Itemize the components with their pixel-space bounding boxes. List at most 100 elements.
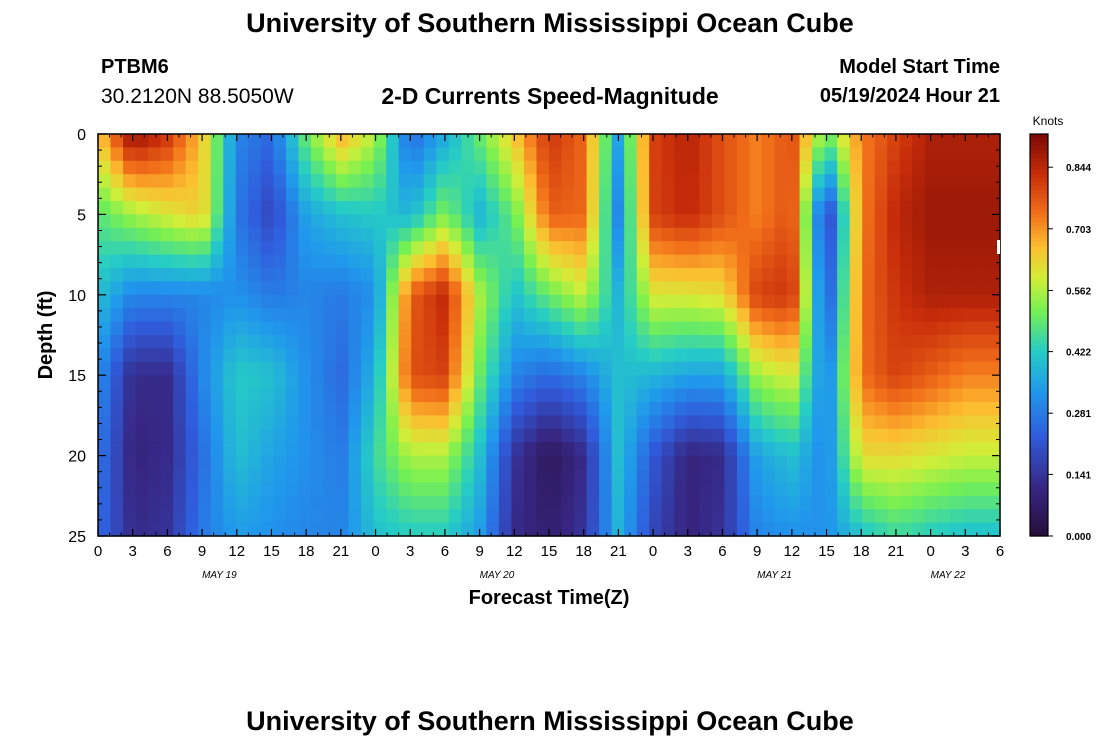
- heatmap-cell: [661, 442, 675, 457]
- heatmap-cell: [185, 308, 199, 323]
- heatmap-cell: [962, 469, 976, 483]
- heatmap-cell: [724, 160, 738, 175]
- heatmap-cell: [599, 160, 613, 175]
- heatmap-cell: [887, 187, 901, 202]
- heatmap-cell: [887, 227, 901, 242]
- heatmap-cell: [799, 495, 813, 510]
- heatmap-cell: [586, 254, 600, 269]
- heatmap-cell: [949, 388, 964, 403]
- heatmap-cell: [749, 174, 763, 189]
- heatmap-cell: [761, 348, 776, 363]
- heatmap-cell: [336, 214, 350, 229]
- heatmap-cell: [523, 469, 538, 483]
- heatmap-cell: [774, 187, 788, 202]
- heatmap-cell: [523, 402, 538, 416]
- heatmap-cell: [887, 335, 901, 349]
- heatmap-cell: [924, 415, 938, 430]
- heatmap-cell: [599, 348, 613, 363]
- heatmap-cell: [273, 147, 287, 162]
- heatmap-cell: [361, 348, 375, 363]
- heatmap-cell: [486, 482, 500, 497]
- colorbar-tick-label: 0.844: [1066, 163, 1091, 174]
- heatmap-cell: [386, 174, 400, 189]
- heatmap-cell: [423, 214, 437, 229]
- heatmap-cell: [123, 201, 137, 215]
- heatmap-cell: [812, 201, 826, 215]
- heatmap-cell: [285, 268, 300, 282]
- heatmap-cell: [924, 469, 938, 483]
- heatmap-cell: [624, 227, 638, 242]
- heatmap-cell: [248, 227, 262, 242]
- heatmap-cell: [774, 281, 788, 296]
- heatmap-cell: [799, 281, 813, 296]
- heatmap-cell: [110, 134, 124, 148]
- heatmap-cell: [987, 469, 1001, 483]
- heatmap-cell: [849, 375, 863, 390]
- heatmap-cell: [736, 482, 751, 497]
- heatmap-cell: [699, 214, 713, 229]
- heatmap-cell: [310, 509, 325, 524]
- heatmap-cell: [123, 428, 137, 443]
- heatmap-cell: [987, 201, 1001, 215]
- heatmap-cell: [586, 415, 600, 430]
- heatmap-cell: [310, 134, 325, 148]
- heatmap-cell: [736, 268, 751, 282]
- heatmap-cell: [336, 375, 350, 390]
- heatmap-cell: [862, 134, 876, 148]
- colorbar-unit: Knots: [1033, 114, 1064, 128]
- heatmap-cell: [148, 160, 162, 175]
- heatmap-cell: [536, 509, 550, 524]
- heatmap-cell: [574, 147, 588, 162]
- heatmap-cell: [649, 241, 663, 256]
- colorbar-tick-label: 0.562: [1066, 286, 1091, 297]
- heatmap-cell: [210, 308, 224, 323]
- heatmap-cell: [223, 241, 237, 256]
- heatmap-cell: [135, 375, 149, 390]
- heatmap-cell: [787, 522, 801, 537]
- heatmap-cell: [123, 495, 137, 510]
- heatmap-cell: [536, 187, 550, 202]
- heatmap-cell: [373, 428, 387, 443]
- heatmap-cell: [812, 160, 826, 175]
- heatmap-cell: [160, 227, 174, 242]
- heatmap-cell: [686, 187, 700, 202]
- heatmap-cell: [924, 455, 938, 470]
- heatmap-cell: [661, 187, 675, 202]
- heatmap-cell: [949, 402, 964, 416]
- heatmap-cell: [411, 495, 425, 510]
- heatmap-cell: [511, 469, 525, 483]
- heatmap-cell: [473, 442, 487, 457]
- heatmap-cell: [949, 348, 964, 363]
- heatmap-cell: [398, 455, 412, 470]
- heatmap-cell: [686, 160, 700, 175]
- heatmap-cell: [586, 281, 600, 296]
- heatmap-cell: [974, 321, 989, 336]
- heatmap-cell: [549, 321, 563, 336]
- heatmap-cell: [812, 428, 826, 443]
- heatmap-cell: [787, 134, 801, 148]
- heatmap-cell: [273, 402, 287, 416]
- heatmap-cell: [974, 254, 989, 269]
- heatmap-cell: [423, 522, 437, 537]
- heatmap-cell: [774, 214, 788, 229]
- heatmap-cell: [761, 241, 776, 256]
- heatmap-cell: [273, 388, 287, 403]
- heatmap-cell: [624, 294, 638, 309]
- heatmap-cell: [924, 321, 938, 336]
- heatmap-cell: [824, 321, 838, 336]
- heatmap-cell: [361, 388, 375, 403]
- heatmap-cell: [235, 348, 249, 363]
- heatmap-cell: [135, 147, 149, 162]
- colorbar-segment: [1030, 150, 1048, 155]
- heatmap-cell: [962, 428, 976, 443]
- heatmap-cell: [411, 348, 425, 363]
- heatmap-cell: [787, 281, 801, 296]
- heatmap-cell: [411, 388, 425, 403]
- heatmap-cell: [574, 160, 588, 175]
- colorbar-segment: [1030, 423, 1048, 429]
- heatmap-cell: [298, 442, 312, 457]
- heatmap-cell: [837, 402, 851, 416]
- heatmap-cell: [987, 522, 1001, 537]
- heatmap-cell: [649, 388, 663, 403]
- heatmap-cell: [210, 268, 224, 282]
